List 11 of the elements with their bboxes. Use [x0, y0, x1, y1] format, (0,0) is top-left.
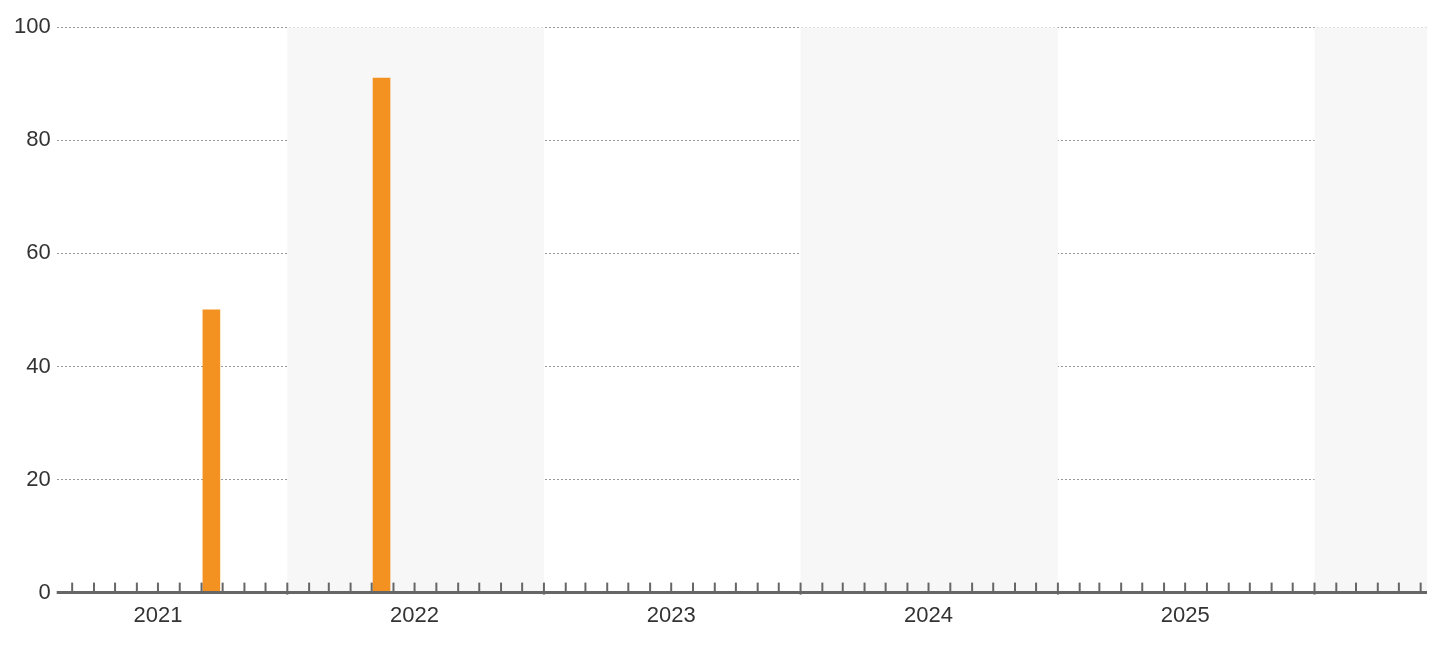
y-tick-label: 40 — [26, 352, 51, 378]
y-tick-label: 80 — [26, 126, 51, 152]
x-tick-label: 2023 — [646, 601, 696, 627]
y-tick-label: 60 — [26, 239, 51, 265]
x-tick-label: 2025 — [1160, 601, 1210, 627]
y-tick-label: 100 — [13, 13, 51, 39]
x-tick-label: 2021 — [133, 601, 183, 627]
x-tick-label: 2022 — [390, 601, 440, 627]
y-tick-label: 20 — [26, 465, 51, 491]
y-tick-label: 0 — [38, 578, 51, 604]
x-tick-label: 2024 — [904, 601, 953, 627]
